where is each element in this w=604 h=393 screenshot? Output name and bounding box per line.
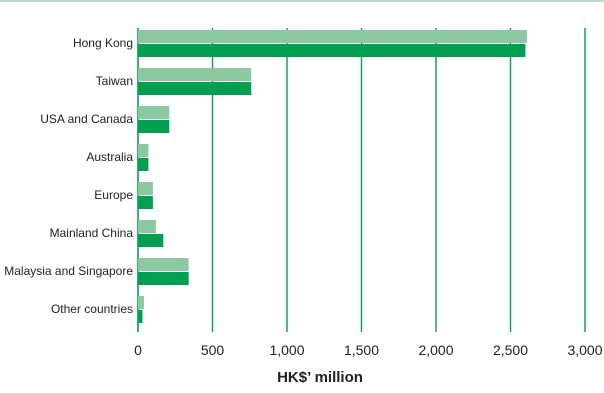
- bar-2-europe: [138, 196, 153, 209]
- bar-2-malaysia-and-singapore: [138, 272, 189, 285]
- bar-1-malaysia-and-singapore: [138, 258, 189, 271]
- x-tick-label: 1,000: [269, 342, 304, 358]
- bar-2-australia: [138, 158, 149, 171]
- bar-1-hong-kong: [138, 30, 527, 43]
- category-label: Mainland China: [50, 226, 134, 240]
- bar-2-other-countries: [138, 310, 143, 323]
- category-label: Other countries: [51, 302, 133, 316]
- bar-1-australia: [138, 144, 149, 157]
- x-tick-label: 2,000: [418, 342, 453, 358]
- category-label: Taiwan: [96, 74, 133, 88]
- bar-layer: [138, 30, 527, 323]
- bar-2-mainland-china: [138, 234, 164, 247]
- bar-1-europe: [138, 182, 153, 195]
- category-label: Malaysia and Singapore: [4, 264, 133, 278]
- x-tick-label: 500: [201, 342, 225, 358]
- x-tick-label: 0: [134, 342, 142, 358]
- bar-1-other-countries: [138, 296, 144, 309]
- bar-2-hong-kong: [138, 44, 526, 57]
- bar-1-mainland-china: [138, 220, 156, 233]
- category-label: Australia: [86, 150, 133, 164]
- bar-1-usa-and-canada: [138, 106, 170, 119]
- bar-1-taiwan: [138, 68, 252, 81]
- x-tick-label: 3,000: [567, 342, 602, 358]
- x-tick-layer: 0 500 1,000 1,500 2,000 2,500 3,000: [134, 342, 603, 358]
- x-tick-label: 2,500: [493, 342, 528, 358]
- category-label: Hong Kong: [73, 36, 133, 50]
- x-axis-title: HK$’ million: [277, 369, 363, 386]
- bar-2-usa-and-canada: [138, 120, 170, 133]
- bar-2-taiwan: [138, 82, 252, 95]
- top-rule: [0, 0, 604, 2]
- category-label: Europe: [94, 188, 133, 202]
- category-label: USA and Canada: [40, 112, 133, 126]
- category-label-layer: Hong Kong Taiwan USA and Canada Australia Eu…: [4, 36, 133, 316]
- x-tick-label: 1,500: [344, 342, 379, 358]
